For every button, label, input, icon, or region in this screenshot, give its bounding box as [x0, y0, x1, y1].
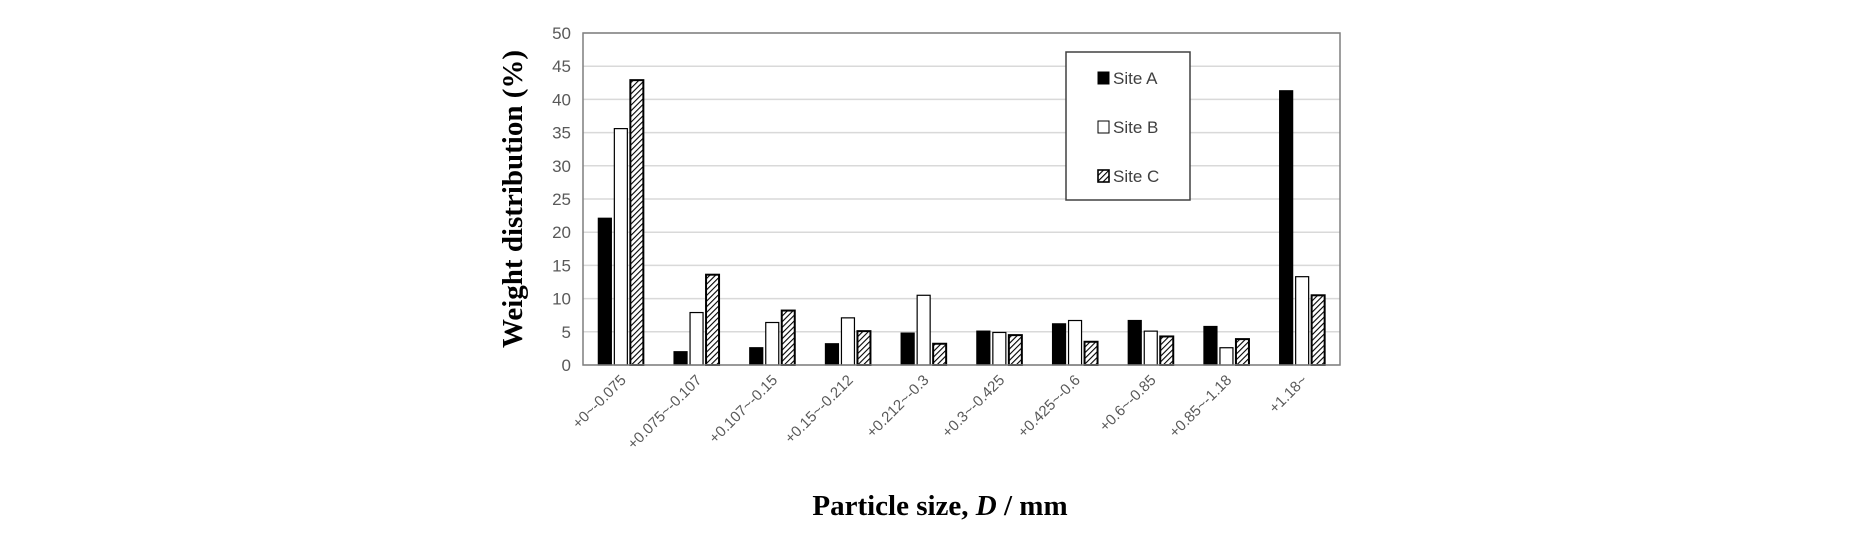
bar-site-c — [1310, 294, 1326, 366]
bar-site-a — [1127, 319, 1142, 366]
x-tick-label: +0.075~-0.107 — [624, 372, 705, 453]
x-tick-label: +0.6~-0.85 — [1096, 372, 1159, 435]
y-tick-labels: 0 5 10 15 20 25 30 35 40 45 50 — [552, 24, 571, 375]
y-tick-label: 35 — [552, 124, 571, 143]
legend-label: Site C — [1113, 167, 1159, 186]
x-tick-label: +1.18~ — [1266, 372, 1311, 417]
y-tick-label: 10 — [552, 290, 571, 309]
legend-label: Site A — [1113, 69, 1158, 88]
y-tick-label: 0 — [562, 356, 571, 375]
x-tick-label: +0.85~-1.18 — [1166, 372, 1235, 441]
bar-site-c — [1159, 335, 1175, 366]
bar-site-c — [856, 330, 872, 366]
bar-site-c — [780, 309, 796, 366]
legend-label: Site B — [1113, 118, 1158, 137]
y-tick-label: 15 — [552, 256, 571, 275]
bar-site-a — [749, 347, 764, 366]
x-tick-label: +0.425~-0.6 — [1015, 372, 1084, 441]
bar-site-c — [1083, 340, 1099, 367]
bar-site-a — [900, 332, 915, 366]
legend-swatch — [1097, 120, 1110, 134]
y-tick-label: 20 — [552, 223, 571, 242]
bar-site-a — [1279, 90, 1294, 366]
bar-site-b — [992, 331, 1007, 366]
plot-frame — [582, 32, 1341, 366]
y-tick-label: 30 — [552, 157, 571, 176]
x-axis-title: Particle size, D / mm — [812, 490, 1067, 522]
y-tick-label: 25 — [552, 190, 571, 209]
bar-site-b — [1295, 276, 1310, 366]
bar-site-b — [1067, 319, 1083, 366]
bar-site-b — [613, 128, 628, 366]
y-tick-label: 45 — [552, 57, 571, 76]
bar-site-a — [1203, 325, 1218, 366]
bar-site-a — [673, 351, 688, 366]
x-tick-labels: +0~-0.075+0.075~-0.107 +0.107~-0.15 +0.15~… — [569, 372, 1311, 453]
bar-site-c — [705, 273, 721, 367]
bar-site-b — [765, 321, 780, 366]
bar-site-a — [824, 343, 840, 366]
bar-site-b — [1143, 330, 1158, 366]
bar-site-b — [1219, 347, 1234, 366]
y-tick-label: 50 — [552, 24, 571, 43]
legend-swatch — [1097, 71, 1110, 85]
bar-site-c — [1234, 338, 1250, 367]
bar-site-b — [916, 294, 931, 366]
legend-box — [1065, 51, 1191, 201]
x-tick-label: +0~-0.075 — [569, 372, 629, 432]
y-tick-label: 40 — [552, 90, 571, 109]
bar-site-c — [932, 342, 948, 367]
legend: Site A Site B Site C — [1065, 51, 1191, 201]
y-tick-label: 5 — [562, 323, 571, 342]
x-tick-label: +0.15~-0.212 — [782, 372, 857, 447]
legend-swatch — [1097, 169, 1110, 183]
bar-site-b — [840, 317, 856, 366]
x-tick-label: +0.212~-0.3 — [863, 372, 932, 441]
y-axis-title: Weight distribution (%) — [497, 50, 529, 348]
bar-site-c — [1007, 334, 1023, 366]
bar-site-b — [689, 311, 704, 366]
bar-site-c — [629, 79, 645, 366]
bar-site-a — [1051, 323, 1067, 366]
bar-site-a — [976, 330, 991, 366]
x-tick-label: +0.107~-0.15 — [706, 372, 781, 447]
x-tick-label: +0.3~-0.425 — [939, 372, 1008, 441]
bar-site-a — [597, 217, 612, 366]
bars — [597, 79, 1326, 367]
